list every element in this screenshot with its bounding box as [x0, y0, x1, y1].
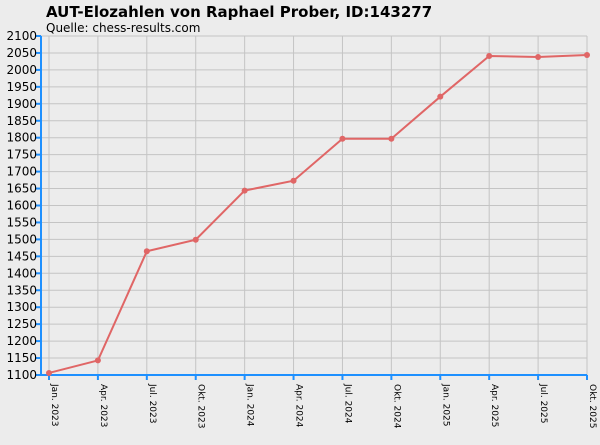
x-tick-label: Apr. 2023 — [98, 384, 108, 427]
x-tick-label: Jan. 2023 — [49, 383, 59, 427]
y-axis-ticks: 1100 1150 1200 1250 1300 1350 1400 1450 1500 1550… — [6, 29, 41, 382]
x-tick-label: Apr. 2024 — [294, 384, 304, 428]
y-tick-label: 1250 — [6, 317, 37, 331]
y-tick-label: 2100 — [6, 29, 37, 43]
x-tick-label: Jul. 2023 — [147, 383, 157, 424]
data-point — [584, 51, 590, 58]
data-point — [486, 53, 493, 60]
y-tick-label: 1500 — [6, 232, 37, 246]
y-tick-label: 1600 — [6, 199, 37, 213]
y-tick-label: 2050 — [6, 46, 37, 60]
data-point — [388, 135, 395, 142]
x-tick-label: Okt. 2024 — [391, 384, 401, 429]
y-tick-label: 1450 — [6, 249, 37, 263]
x-tick-label: Jul. 2025 — [538, 383, 548, 424]
chart-subtitle: Quelle: chess-results.com — [46, 21, 200, 35]
y-tick-label: 1200 — [6, 334, 37, 348]
x-tick-label: Jan. 2024 — [245, 383, 255, 427]
x-tick-label: Okt. 2025 — [587, 384, 597, 428]
y-tick-label: 1950 — [6, 80, 37, 94]
x-tick-label: Apr. 2025 — [489, 384, 499, 427]
x-tick-label: Okt. 2023 — [196, 384, 206, 428]
y-tick-label: 1800 — [6, 131, 37, 145]
data-point — [290, 177, 297, 184]
y-tick-label: 1300 — [6, 300, 37, 314]
data-point — [339, 135, 346, 142]
y-tick-label: 1700 — [6, 165, 37, 179]
y-tick-label: 1400 — [6, 266, 37, 280]
data-point — [437, 93, 444, 100]
y-tick-label: 1150 — [6, 351, 37, 365]
y-tick-label: 1850 — [6, 114, 37, 128]
y-tick-label: 1750 — [6, 148, 37, 162]
data-point — [46, 369, 52, 376]
y-tick-label: 1900 — [6, 97, 37, 111]
x-tick-label: Jan. 2025 — [440, 383, 450, 427]
data-point — [94, 357, 101, 364]
y-tick-label: 2000 — [6, 63, 37, 77]
y-tick-label: 1100 — [6, 368, 37, 382]
series-group — [46, 51, 590, 376]
series-line — [48, 53, 588, 374]
y-tick-label: 1550 — [6, 215, 37, 229]
y-tick-label: 1650 — [6, 182, 37, 196]
grid-lines — [41, 35, 588, 376]
y-tick-label: 1350 — [6, 283, 37, 297]
x-axis-ticks: Jan. 2023 Apr. 2023 Jul. 2023 Okt. 2023 Jan.… — [48, 375, 597, 429]
data-point — [241, 187, 248, 194]
chart-title: AUT-Elozahlen von Raphael Prober, ID:143… — [46, 3, 432, 21]
x-tick-label: Jul. 2024 — [342, 383, 352, 424]
data-point — [192, 236, 199, 243]
data-point — [535, 54, 542, 61]
data-point — [143, 248, 150, 255]
